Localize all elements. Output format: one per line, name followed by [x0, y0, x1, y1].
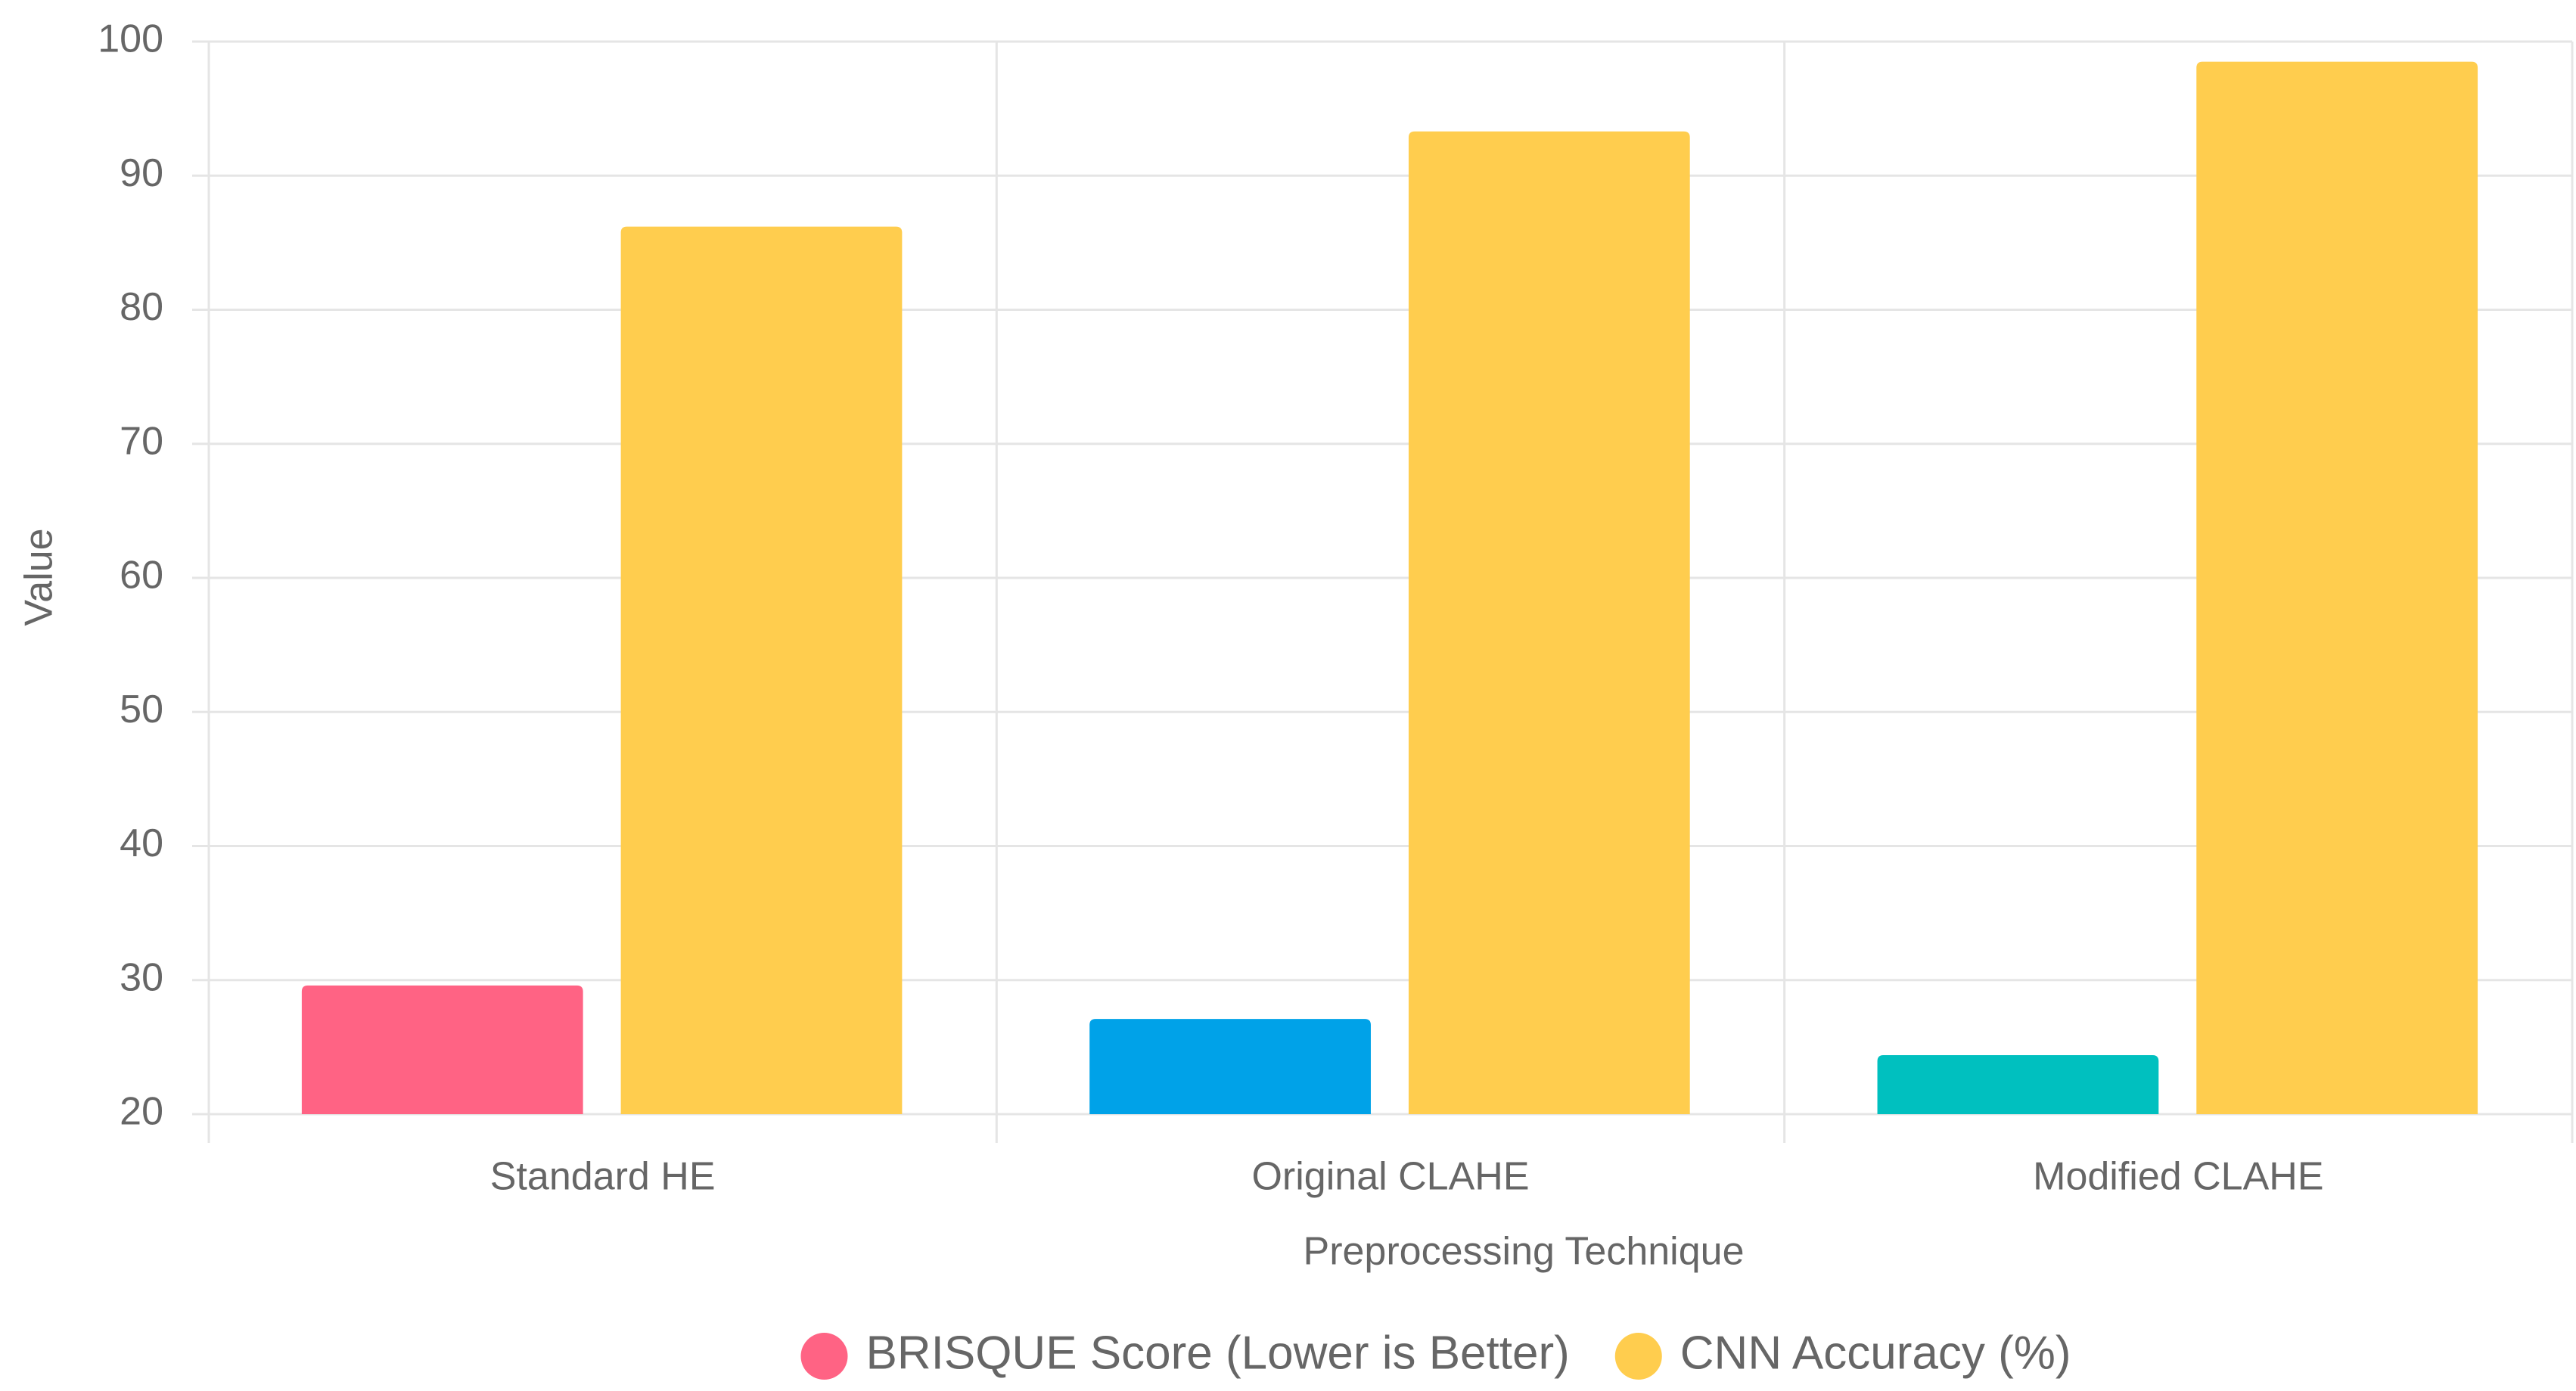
y-tick-label: 70	[120, 419, 163, 463]
y-tick-label: 30	[120, 955, 163, 999]
y-tick-label: 100	[98, 17, 163, 61]
y-tick-label: 50	[120, 688, 163, 731]
legend-label: BRISQUE Score (Lower is Better)	[865, 1327, 1569, 1379]
y-axis-title: Value	[17, 528, 61, 626]
legend-label: CNN Accuracy (%)	[1680, 1327, 2071, 1379]
bar	[620, 226, 903, 1115]
y-tick-label: 60	[120, 554, 163, 598]
y-tick-label: 90	[120, 151, 163, 195]
bar	[1408, 131, 1690, 1114]
x-tick-label: Original CLAHE	[1251, 1155, 1529, 1199]
bar	[1877, 1055, 2159, 1114]
x-tick-label: Modified CLAHE	[2033, 1155, 2323, 1199]
bar	[2196, 61, 2478, 1114]
y-tick-label: 40	[120, 821, 163, 865]
y-tick-label: 20	[120, 1090, 163, 1134]
y-tick-label: 80	[120, 285, 163, 329]
bar	[301, 985, 583, 1114]
legend-marker	[800, 1333, 848, 1380]
legend-marker	[1614, 1333, 1662, 1380]
x-tick-label: Standard HE	[490, 1155, 716, 1199]
bar	[1089, 1019, 1371, 1114]
x-axis-title: Preprocessing Technique	[1304, 1230, 1745, 1274]
